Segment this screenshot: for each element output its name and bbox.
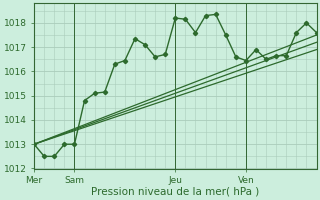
X-axis label: Pression niveau de la mer( hPa ): Pression niveau de la mer( hPa ) [91, 187, 260, 197]
